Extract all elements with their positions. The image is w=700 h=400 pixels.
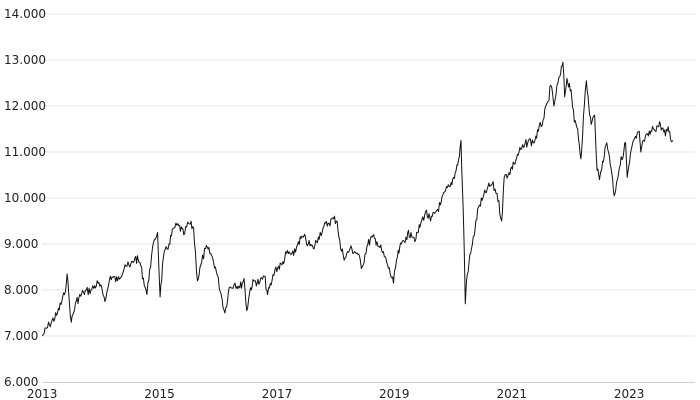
y-axis-labels: 6.000 7.000 8.000 9.000 10.000 11.000 12.000 13… bbox=[4, 7, 46, 389]
y-tick-label: 12.000 bbox=[4, 99, 46, 113]
x-tick-label: 2021 bbox=[497, 387, 528, 400]
series-line bbox=[41, 61, 674, 337]
x-tick-label: 2023 bbox=[614, 387, 645, 400]
x-tick-label: 2019 bbox=[379, 387, 410, 400]
y-tick-label: 9.000 bbox=[4, 237, 38, 251]
x-tick-label: 2017 bbox=[262, 387, 293, 400]
y-tick-label: 8.000 bbox=[4, 283, 38, 297]
y-tick-label: 14.000 bbox=[4, 7, 46, 21]
y-tick-label: 7.000 bbox=[4, 329, 38, 343]
series-layer bbox=[41, 61, 674, 337]
x-axis-labels: 2013 2015 2017 2019 2021 2023 bbox=[27, 387, 644, 400]
y-tick-label: 6.000 bbox=[4, 375, 38, 389]
y-tick-label: 13.000 bbox=[4, 53, 46, 67]
x-tick-label: 2015 bbox=[144, 387, 175, 400]
y-tick-label: 10.000 bbox=[4, 191, 46, 205]
y-tick-label: 11.000 bbox=[4, 145, 46, 159]
x-tick-label: 2013 bbox=[27, 387, 58, 400]
gridlines bbox=[42, 13, 695, 337]
